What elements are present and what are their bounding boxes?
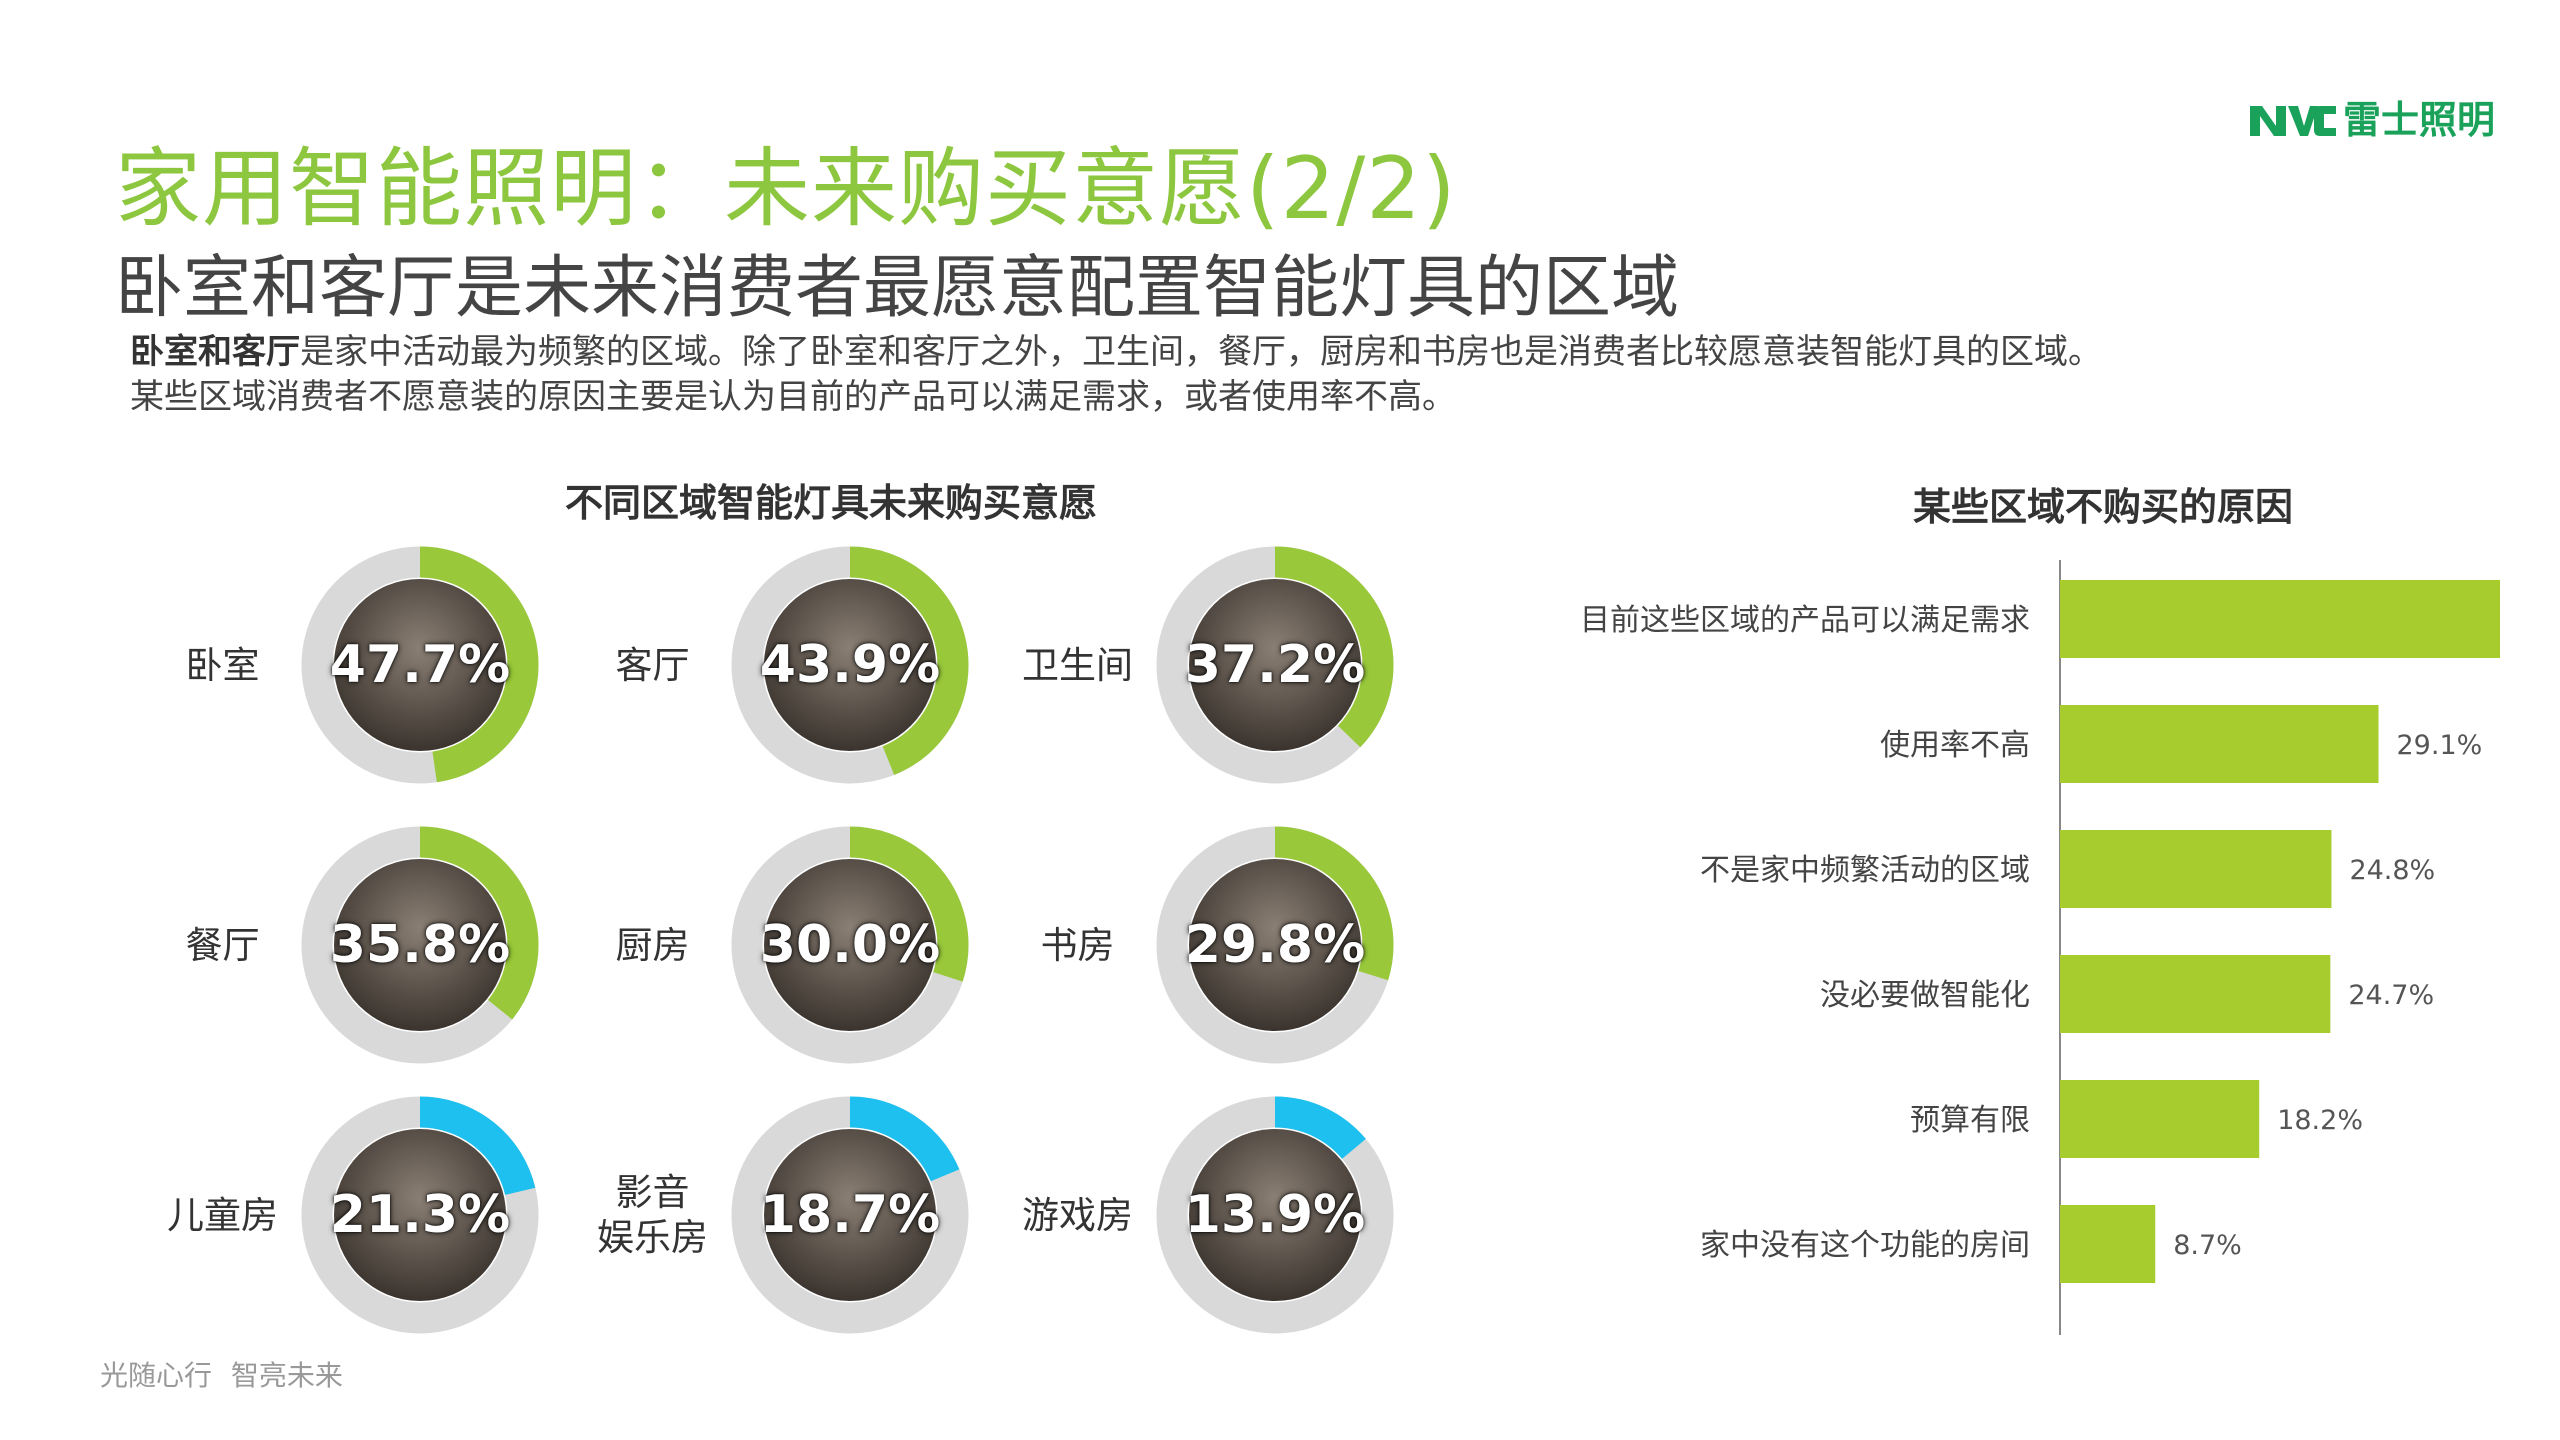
donut-ring [1156, 826, 1394, 1064]
room-photo [334, 1129, 506, 1301]
donut-ring [1156, 546, 1394, 784]
page-subtitle: 卧室和客厅是未来消费者最愿意配置智能灯具的区域 [115, 249, 1680, 328]
donut-item: 厨房 30.0% [580, 825, 980, 1085]
donut-item: 儿童房 21.3% [150, 1095, 550, 1355]
donut-value-label: 18.7% [759, 1185, 941, 1245]
donut-item: 影音 娱乐房 18.7% [580, 1095, 980, 1355]
room-photo [764, 1129, 936, 1301]
room-photo [1189, 1129, 1361, 1301]
room-photo [334, 859, 506, 1031]
donut-label: 厨房 [580, 825, 725, 1065]
bar-category-label: 家中没有这个功能的房间 [1700, 1228, 2030, 1263]
footer-slogan: 光随心行 智亮未来 [100, 1359, 343, 1392]
donut-ring [731, 826, 969, 1064]
donut-label-line: 游戏房 [1022, 1193, 1133, 1237]
donut-item: 客厅 43.9% [580, 545, 980, 805]
donut-label: 餐厅 [150, 825, 295, 1065]
bar-category-label: 没必要做智能化 [1820, 978, 2030, 1013]
donut-label-line: 卫生间 [1022, 643, 1133, 687]
donut-label-line: 书房 [1040, 923, 1115, 967]
description-line-2: 某些区域消费者不愿意装的原因主要是认为目前的产品可以满足需求，或者使用率不高。 [130, 377, 1456, 417]
donut-label: 卧室 [150, 545, 295, 785]
donut-arc [1156, 826, 1394, 1064]
bar-value-label: 29.1% [2397, 730, 2483, 761]
donut-label-line: 儿童房 [167, 1193, 278, 1237]
description-line-1-text: 是家中活动最为频繁的区域。除了卧室和客厅之外，卫生间，餐厅，厨房和书房也是消费者… [300, 332, 2102, 372]
donut-value-label: 47.7% [329, 635, 511, 695]
bar-chart-title: 某些区域不购买的原因 [1913, 485, 2294, 529]
room-photo [334, 579, 506, 751]
donut-label-line: 餐厅 [185, 923, 260, 967]
donut-arc [301, 826, 539, 1064]
brand-name: 雷士照明 [2343, 98, 2496, 142]
description-line-1: 卧室和客厅是家中活动最为频繁的区域。除了卧室和客厅之外，卫生间，餐厅，厨房和书房… [130, 330, 2102, 375]
donut-ring [1156, 1096, 1394, 1334]
donut-label: 游戏房 [1005, 1095, 1150, 1335]
donut-ring [301, 1096, 539, 1334]
donut-item: 餐厅 35.8% [150, 825, 550, 1085]
description-highlight: 卧室和客厅 [130, 332, 300, 372]
donut-label-line: 娱乐房 [597, 1216, 708, 1259]
donut-label: 客厅 [580, 545, 725, 785]
donut-arc [1156, 1096, 1394, 1334]
donut-arc [301, 1096, 539, 1334]
bar-category-label: 目前这些区域的产品可以满足需求 [1580, 603, 2030, 638]
donut-arc [1156, 546, 1394, 784]
donut-arc [731, 1096, 969, 1334]
bar-value-label: 8.7% [2173, 1230, 2242, 1261]
donut-value-label: 43.9% [759, 635, 941, 695]
room-photo [764, 859, 936, 1031]
bar [2060, 1205, 2156, 1283]
donut-arc [731, 546, 969, 784]
page-title: 家用智能照明：未来购买意愿(2/2) [115, 139, 1457, 239]
bar-category-label: 不是家中频繁活动的区域 [1700, 853, 2030, 888]
donut-label-line: 卧室 [185, 643, 260, 687]
bar-category-label: 预算有限 [1910, 1103, 2030, 1138]
donut-value-label: 13.9% [1184, 1185, 1366, 1245]
donut-label-line: 客厅 [615, 643, 690, 687]
bar-value-label: 18.2% [2277, 1105, 2363, 1136]
donut-value-label: 30.0% [759, 915, 941, 975]
bar [2060, 705, 2379, 783]
donut-label: 卫生间 [1005, 545, 1150, 785]
donut-label: 儿童房 [150, 1095, 295, 1335]
bar-value-label: 24.7% [2348, 980, 2434, 1011]
bar-category-label: 使用率不高 [1880, 728, 2030, 763]
donut-section-title: 不同区域智能灯具未来购买意愿 [565, 481, 1098, 525]
donut-label: 书房 [1005, 825, 1150, 1065]
donut-item: 卫生间 37.2% [1005, 545, 1405, 805]
bar [2060, 1080, 2260, 1158]
donut-value-label: 37.2% [1184, 635, 1366, 695]
donut-ring [301, 826, 539, 1064]
description: 卧室和客厅是家中活动最为频繁的区域。除了卧室和客厅之外，卫生间，餐厅，厨房和书房… [130, 330, 2102, 420]
bar [2060, 580, 2500, 658]
bar [2060, 830, 2332, 908]
donut-ring [731, 1096, 969, 1334]
donut-value-label: 21.3% [329, 1185, 511, 1245]
donut-arc [731, 826, 969, 1064]
donut-ring [301, 546, 539, 784]
donut-label-line: 影音 [615, 1171, 690, 1214]
donut-value-label: 35.8% [329, 915, 511, 975]
room-photo [1189, 859, 1361, 1031]
donut-label-line: 厨房 [615, 923, 690, 967]
bar-chart: 目前这些区域的产品可以满足需求40.2%使用率不高29.1%不是家中频繁活动的区… [1580, 560, 2500, 1335]
room-photo [764, 579, 936, 751]
donut-item: 书房 29.8% [1005, 825, 1405, 1085]
donut-arc [301, 546, 539, 784]
donut-value-label: 29.8% [1184, 915, 1366, 975]
donut-item: 游戏房 13.9% [1005, 1095, 1405, 1355]
room-photo [1189, 579, 1361, 751]
donut-label: 影音 娱乐房 [580, 1095, 725, 1335]
nvc-logo-icon [2250, 106, 2336, 136]
bar [2060, 955, 2331, 1033]
donut-item: 卧室 47.7% [150, 545, 550, 805]
donut-ring [731, 546, 969, 784]
brand-logo: 雷士照明 [2248, 96, 2495, 144]
bar-value-label: 24.8% [2349, 855, 2435, 886]
